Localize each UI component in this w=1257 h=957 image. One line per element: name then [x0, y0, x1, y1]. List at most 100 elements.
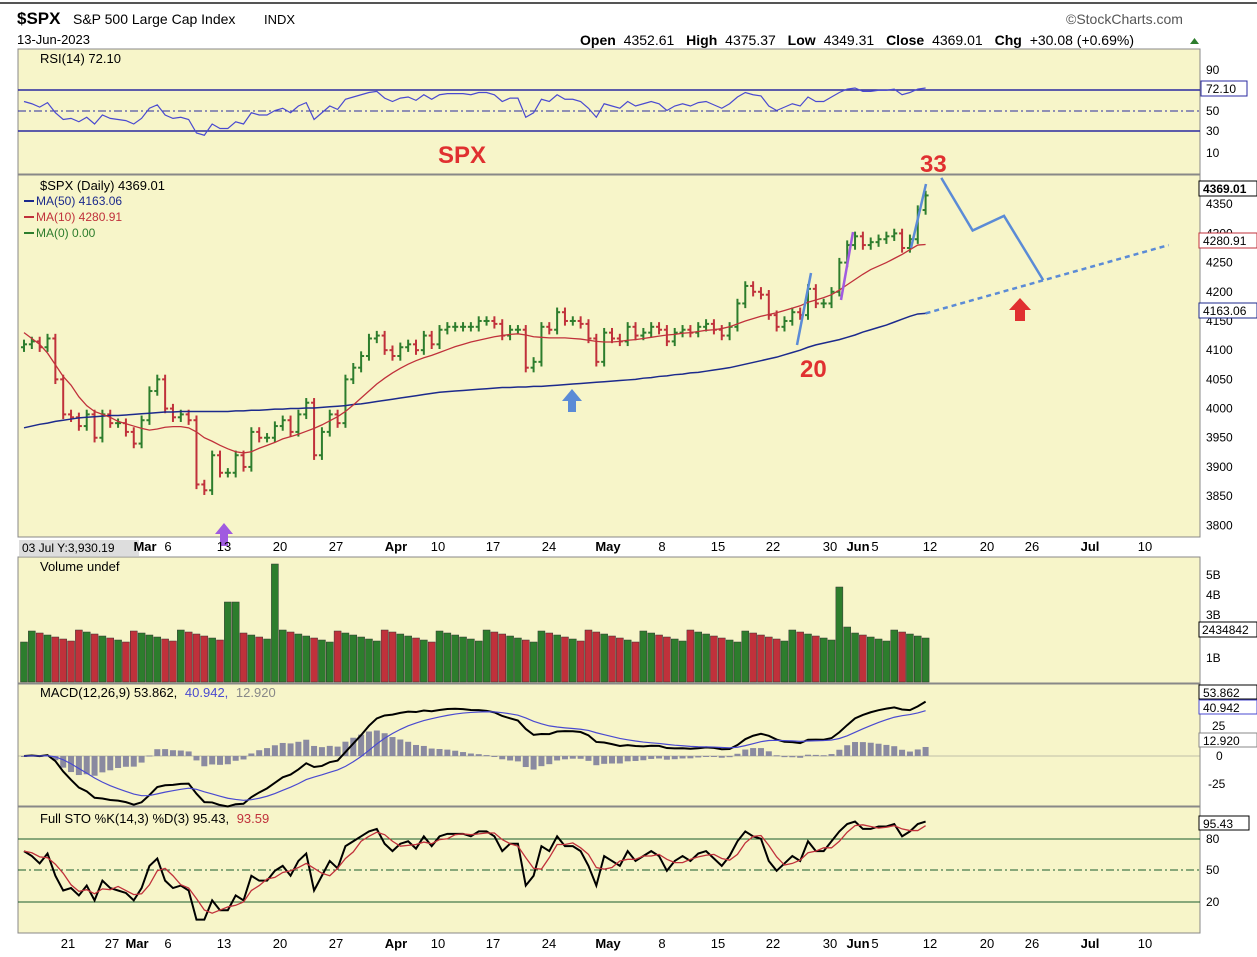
volume-bar	[145, 634, 154, 683]
volume-bar	[561, 636, 569, 683]
ohlc-bar	[538, 322, 545, 367]
volume-bar	[239, 632, 248, 683]
ohlc-bar	[679, 325, 686, 338]
hist-tag: 12.920	[1203, 734, 1240, 748]
macd-hist-bar	[413, 744, 419, 756]
ohlc-bar	[358, 351, 365, 373]
ohlc-bar	[891, 228, 898, 241]
volume-bar	[529, 641, 538, 683]
volume-bar	[702, 633, 710, 683]
macd-hist-bar	[154, 749, 161, 756]
ohlc-bar	[750, 281, 757, 297]
macd-hist-bar	[365, 731, 372, 756]
x-tick-label: 8	[658, 539, 665, 554]
x-tick-label: 17	[486, 539, 500, 554]
macd-hist-bar	[232, 756, 239, 761]
x-tick-label: 12	[923, 539, 937, 554]
macd-hist-bar	[169, 750, 176, 756]
macd-hist-bar	[420, 745, 427, 756]
macd-hist-bar	[287, 743, 294, 756]
x-tick-label: Jun	[846, 936, 869, 951]
x-tick-label: Jul	[1081, 936, 1100, 951]
x-axis-bottom: 21 27 Mar 6 13 20 27 Apr 10 17 24 May 8 15 22 30 Jun 5 12 2…	[61, 936, 1152, 951]
ma10-tag: 4280.91	[1203, 234, 1247, 248]
price-legend-main: $SPX (Daily) 4369.01	[40, 178, 165, 193]
ohlc-bar	[60, 374, 67, 420]
volume-bar	[169, 640, 177, 683]
macd-hist-bar	[491, 756, 498, 757]
volume-bar	[921, 637, 930, 683]
high-label: High	[686, 32, 717, 48]
hist-tag-box	[1198, 732, 1257, 748]
macd-hist-bar	[852, 742, 859, 756]
price-tick-label: 4000	[1206, 402, 1233, 416]
macd-hist-bar	[271, 745, 278, 756]
ohlc-bar	[585, 319, 592, 344]
open-value: 4352.61	[624, 32, 675, 48]
macd-hist-bar	[217, 756, 223, 765]
ohlc-bar	[52, 333, 59, 385]
macd-hist-bar	[248, 753, 255, 756]
macd-hist-bar	[663, 756, 670, 760]
volume-bar	[608, 635, 616, 683]
volume-bar	[757, 634, 765, 683]
ohlc-bar	[554, 307, 561, 335]
macd-hist-bar	[609, 756, 615, 764]
x-tick-label: 27	[329, 539, 343, 554]
price-legend-ma10: MA(10) 4280.91	[36, 210, 122, 224]
close-tag-box	[1198, 180, 1257, 197]
volume-tag-box	[1198, 621, 1257, 638]
ohlc-bar	[781, 316, 788, 332]
macd-hist-bar	[99, 756, 106, 773]
sto-tag: 95.43	[1203, 817, 1233, 831]
ohlc-bar	[326, 409, 333, 437]
volume-bar	[90, 633, 99, 683]
macd-hist-bar	[185, 751, 192, 756]
macd-hist-bar	[538, 756, 545, 767]
ohlc-bar	[138, 415, 145, 449]
macd-legend-signal: 40.942,	[185, 685, 228, 700]
volume-bar	[326, 641, 334, 683]
blue-up-arrow-icon	[562, 389, 582, 412]
volume-bar	[153, 636, 162, 683]
macd-line	[23, 700, 927, 808]
x-tick-label: 22	[766, 936, 780, 951]
ohlc-bar	[577, 316, 584, 329]
volume-bar	[388, 631, 397, 683]
volume-bar	[780, 640, 789, 683]
ohlc-bar	[514, 325, 521, 335]
volume-bar	[443, 632, 452, 683]
volume-bar	[631, 641, 640, 683]
sto-legend-d: 93.59	[237, 811, 270, 826]
chg-up-icon	[1190, 38, 1199, 44]
rsi-line	[23, 87, 926, 136]
x-tick-label: May	[595, 936, 621, 951]
macd-hist-bar	[742, 749, 749, 756]
volume-bar	[200, 635, 209, 683]
x-tick-label: 15	[711, 539, 725, 554]
ohlc-bar	[256, 427, 263, 443]
macd-hist-bar	[585, 756, 592, 761]
ohlc-bar	[507, 325, 514, 341]
volume-bar	[906, 633, 914, 683]
red-up-arrow-icon	[1009, 298, 1031, 321]
macd-hist-bar	[138, 756, 145, 763]
macd-hist-bar	[797, 756, 804, 758]
sto-series	[23, 820, 926, 921]
x-tick-label: 13	[217, 539, 231, 554]
ohlc-bar	[68, 409, 75, 422]
volume-bar	[59, 638, 67, 683]
macd-hist-bar	[342, 741, 349, 756]
ohlc-bar	[859, 231, 866, 250]
macd-hist-bar	[475, 754, 482, 756]
macd-hist-bar	[906, 751, 913, 756]
ohlc-bar	[757, 287, 764, 300]
macd-hist-bar	[765, 751, 772, 756]
volume-bar	[467, 638, 475, 683]
x-tick-label: 10	[431, 539, 445, 554]
ohlc-bar	[83, 409, 90, 431]
volume-bar	[718, 637, 726, 683]
volume-tick-5b: 5B	[1206, 568, 1221, 582]
macd-hist-bar	[467, 753, 474, 756]
close-value: 4369.01	[932, 32, 983, 48]
